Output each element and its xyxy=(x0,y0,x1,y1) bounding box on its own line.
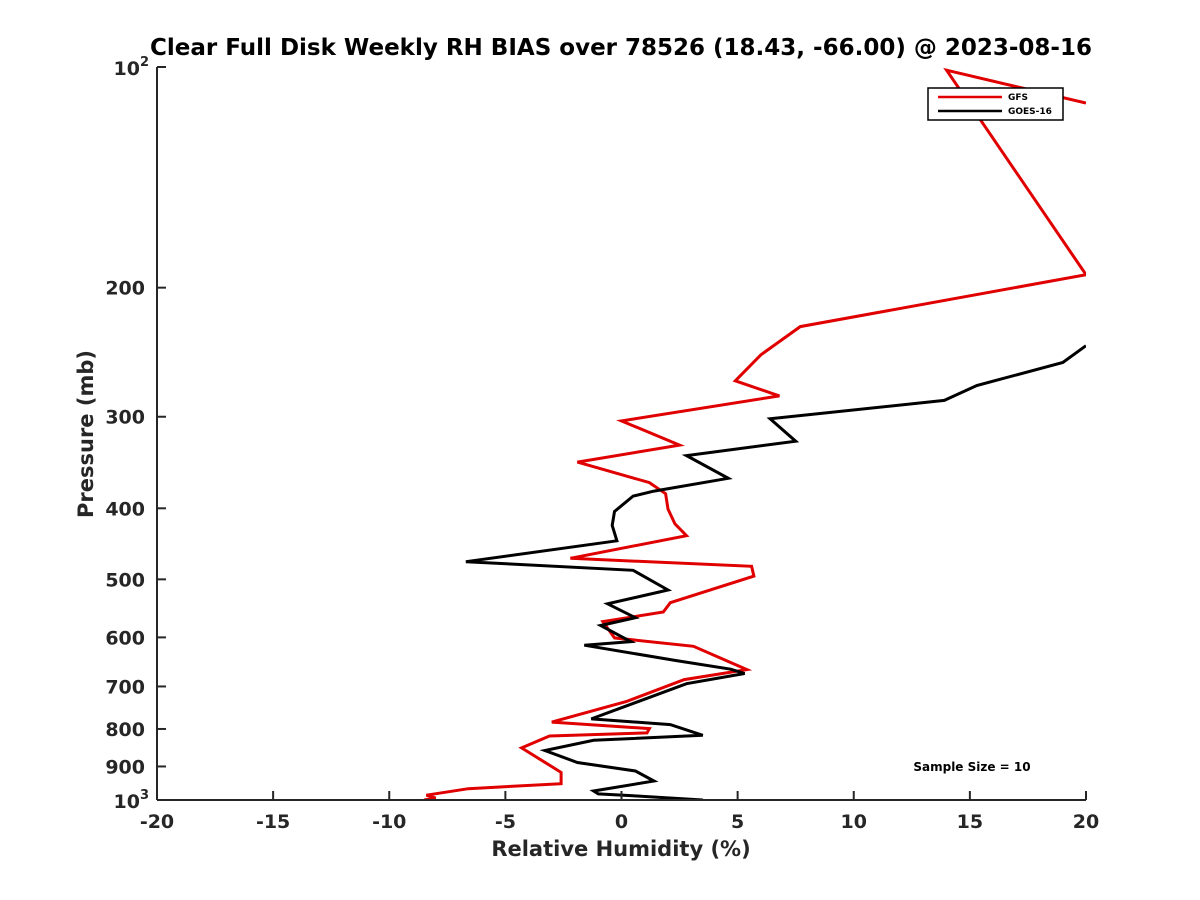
x-tick-label: -5 xyxy=(495,811,516,833)
y-tick-label: 900 xyxy=(105,756,145,778)
x-tick-label: 15 xyxy=(957,811,983,833)
x-tick-label: -20 xyxy=(140,811,174,833)
legend-gfs-label: GFS xyxy=(1008,93,1028,103)
y-tick-label: 600 xyxy=(105,627,145,649)
y-tick-label: 700 xyxy=(105,676,145,698)
series-line-gfs xyxy=(423,67,1086,800)
y-tick-label: 102 xyxy=(114,55,150,80)
legend: GFS GOES-16 xyxy=(927,87,1064,121)
x-axis-label: Relative Humidity (%) xyxy=(491,837,750,861)
y-tick-label: 400 xyxy=(105,498,145,520)
series-line-goes16 xyxy=(465,344,1086,800)
x-tick-label: 5 xyxy=(731,811,744,833)
y-tick-label: 300 xyxy=(105,407,145,429)
x-tick-label: -15 xyxy=(256,811,290,833)
x-tick-label: 0 xyxy=(615,811,628,833)
series-layer xyxy=(423,67,1086,800)
x-tick-label: 10 xyxy=(841,811,867,833)
legend-box xyxy=(927,87,1064,121)
x-ticks: -20 -15 -10 -5 0 5 10 15 20 xyxy=(140,791,1099,833)
y-tick-label: 103 xyxy=(114,788,150,813)
y-ticks: 102 200 300 400 500 600 700 800 900 103 xyxy=(105,55,166,813)
chart-title: Clear Full Disk Weekly RH BIAS over 7852… xyxy=(150,35,1092,61)
y-axis-label: Pressure (mb) xyxy=(74,350,98,518)
x-tick-label: -10 xyxy=(372,811,406,833)
x-tick-label: 20 xyxy=(1073,811,1099,833)
y-tick-label: 500 xyxy=(105,569,145,591)
sample-size-annotation: Sample Size = 10 xyxy=(913,760,1030,774)
y-tick-label: 800 xyxy=(105,719,145,741)
legend-goes16-label: GOES-16 xyxy=(1008,107,1052,117)
y-tick-label: 200 xyxy=(105,278,145,300)
